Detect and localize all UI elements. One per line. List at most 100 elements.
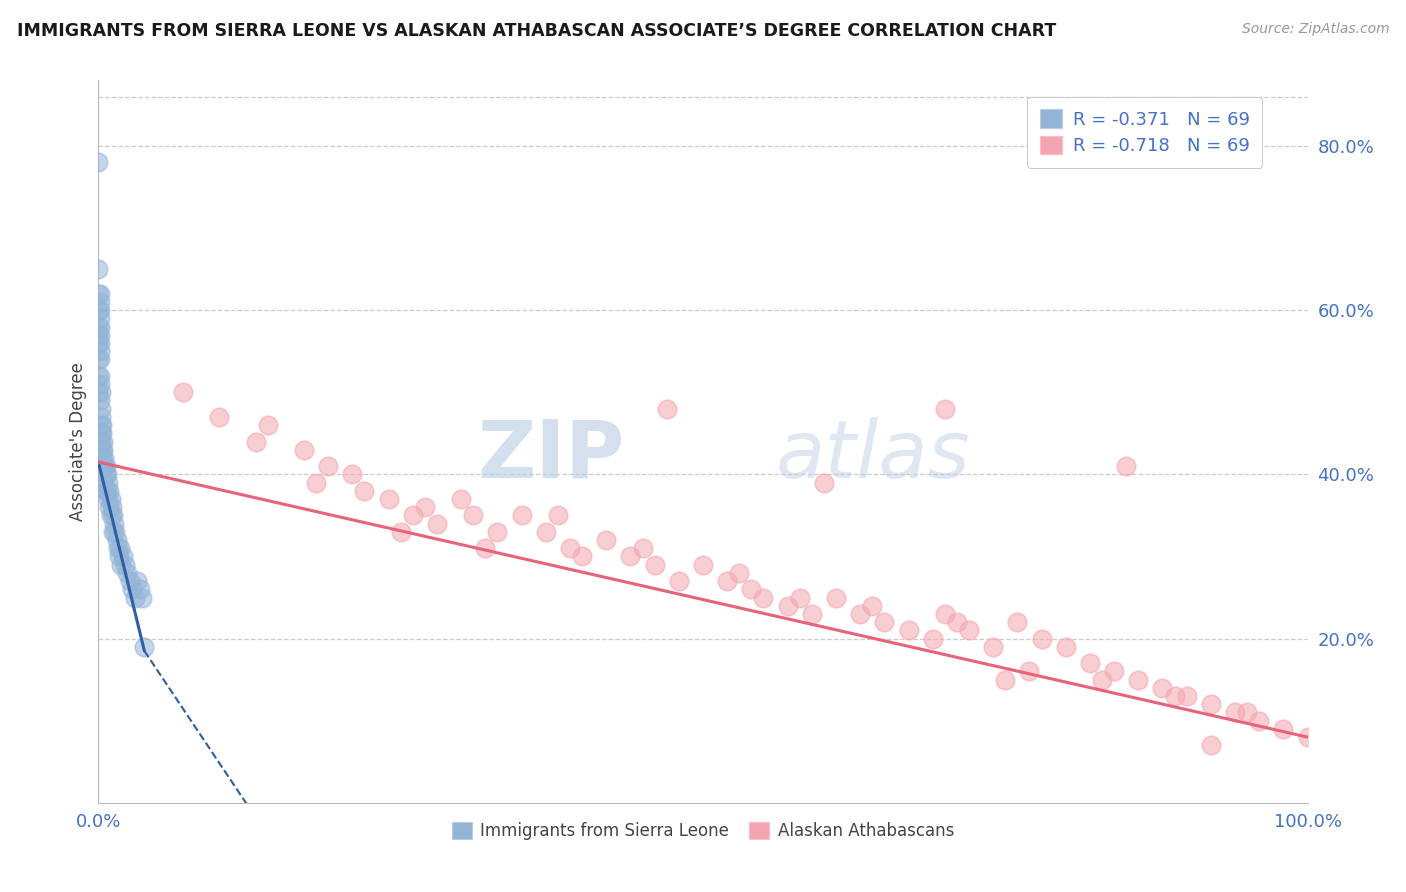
Point xyxy=(389,524,412,539)
Point xyxy=(94,483,117,498)
Point xyxy=(1249,714,1271,728)
Point xyxy=(89,344,111,359)
Point xyxy=(91,442,114,457)
Point xyxy=(558,541,581,556)
Point xyxy=(121,582,143,597)
Legend: Immigrants from Sierra Leone, Alaskan Athabascans: Immigrants from Sierra Leone, Alaskan At… xyxy=(444,814,962,848)
Point xyxy=(105,533,128,547)
Point xyxy=(93,459,115,474)
Point xyxy=(1078,657,1101,671)
Point xyxy=(90,385,112,400)
Point xyxy=(813,475,835,490)
Point xyxy=(87,385,110,400)
Point xyxy=(128,582,150,597)
Point xyxy=(1175,689,1198,703)
Point xyxy=(1163,689,1185,703)
Point xyxy=(111,549,134,564)
Point xyxy=(96,467,118,482)
Point xyxy=(692,558,714,572)
Point xyxy=(89,352,111,367)
Point xyxy=(1091,673,1114,687)
Point xyxy=(463,508,485,523)
Point xyxy=(91,418,114,433)
Point xyxy=(934,401,956,416)
Point xyxy=(873,615,896,630)
Point xyxy=(474,541,496,556)
Point xyxy=(110,558,132,572)
Point xyxy=(752,591,775,605)
Point xyxy=(87,368,110,383)
Point xyxy=(127,574,149,588)
Point xyxy=(1007,615,1029,630)
Point xyxy=(93,475,115,490)
Point xyxy=(1223,706,1246,720)
Point xyxy=(87,327,110,342)
Point xyxy=(595,533,617,547)
Point xyxy=(90,434,112,449)
Point xyxy=(1102,665,1125,679)
Point xyxy=(101,508,124,523)
Point xyxy=(172,385,194,400)
Point xyxy=(90,409,112,424)
Point xyxy=(292,442,315,457)
Point xyxy=(644,558,666,572)
Point xyxy=(89,327,111,342)
Y-axis label: Associate's Degree: Associate's Degree xyxy=(69,362,87,521)
Point xyxy=(89,286,111,301)
Point xyxy=(728,566,751,580)
Point xyxy=(91,450,114,465)
Point xyxy=(87,319,110,334)
Point xyxy=(94,459,117,474)
Point xyxy=(91,434,114,449)
Point xyxy=(353,483,375,498)
Point xyxy=(994,673,1017,687)
Point xyxy=(114,558,136,572)
Point xyxy=(87,336,110,351)
Point xyxy=(934,607,956,621)
Point xyxy=(510,508,533,523)
Point xyxy=(655,401,678,416)
Point xyxy=(305,475,328,490)
Point xyxy=(98,500,121,515)
Point xyxy=(89,319,111,334)
Point xyxy=(104,524,127,539)
Point xyxy=(571,549,593,564)
Point xyxy=(426,516,449,531)
Point xyxy=(849,607,872,621)
Point xyxy=(800,607,823,621)
Point xyxy=(89,336,111,351)
Point xyxy=(90,418,112,433)
Point xyxy=(108,541,131,556)
Point xyxy=(957,624,980,638)
Text: ZIP: ZIP xyxy=(477,417,624,495)
Point xyxy=(91,459,114,474)
Point xyxy=(90,401,112,416)
Point xyxy=(631,541,654,556)
Text: atlas: atlas xyxy=(776,417,970,495)
Point xyxy=(100,508,122,523)
Point xyxy=(825,591,848,605)
Point xyxy=(1031,632,1053,646)
Point xyxy=(89,303,111,318)
Point xyxy=(89,377,111,392)
Point xyxy=(619,549,641,564)
Point xyxy=(668,574,690,588)
Point xyxy=(256,418,278,433)
Point xyxy=(534,524,557,539)
Point xyxy=(1272,722,1295,736)
Point xyxy=(342,467,364,482)
Point xyxy=(860,599,883,613)
Point xyxy=(1199,698,1222,712)
Point xyxy=(94,467,117,482)
Point xyxy=(981,640,1004,654)
Point xyxy=(107,541,129,556)
Point xyxy=(100,491,122,506)
Point xyxy=(1296,730,1319,744)
Point xyxy=(87,155,110,169)
Point xyxy=(87,262,110,277)
Point xyxy=(89,295,111,310)
Point xyxy=(93,450,115,465)
Point xyxy=(124,591,146,605)
Point xyxy=(402,508,425,523)
Point xyxy=(1236,706,1258,720)
